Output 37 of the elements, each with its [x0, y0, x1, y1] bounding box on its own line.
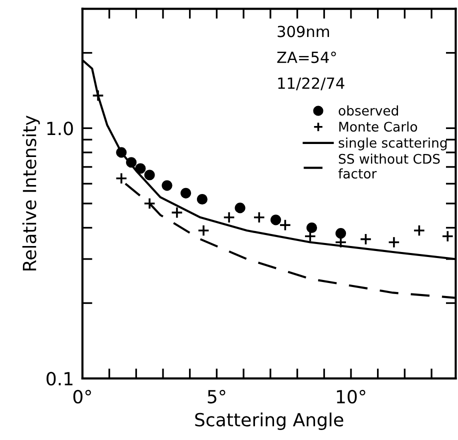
point	[196, 194, 208, 205]
point	[144, 170, 155, 180]
annotation: 11/22/74	[278, 77, 344, 90]
point	[126, 157, 137, 168]
x-tick-label: 5°	[208, 390, 226, 404]
point	[135, 163, 146, 174]
point	[144, 197, 156, 210]
point	[413, 224, 426, 237]
legend-label: Monte Carlo	[339, 121, 418, 132]
point	[223, 211, 236, 224]
point	[162, 180, 172, 191]
point	[306, 222, 318, 234]
point	[197, 224, 210, 237]
point	[335, 228, 346, 239]
point	[388, 236, 400, 248]
point	[92, 90, 104, 102]
x-tick-label: 0°	[73, 390, 91, 404]
y-tick-label: 0.1	[46, 372, 72, 386]
point	[279, 219, 292, 232]
y-axis-title: Relative Intensity	[22, 116, 40, 270]
point	[116, 147, 127, 158]
point	[115, 172, 128, 184]
y-tick-label: 1.0	[47, 122, 73, 136]
point	[360, 233, 372, 246]
x-tick-label: 10°	[336, 390, 366, 404]
annotation: 309nm	[278, 26, 329, 38]
x-axis-title: Scattering Angle	[195, 412, 344, 430]
point	[170, 206, 184, 219]
legend-label: single scattering	[338, 138, 447, 150]
point	[180, 188, 192, 198]
point	[442, 230, 454, 242]
legend-label: SS without CDS factor	[338, 154, 440, 179]
legend-label: observed	[338, 105, 398, 116]
annotation: ZA=54°	[277, 52, 336, 64]
point	[234, 202, 246, 214]
point	[253, 211, 266, 224]
point	[270, 214, 282, 226]
